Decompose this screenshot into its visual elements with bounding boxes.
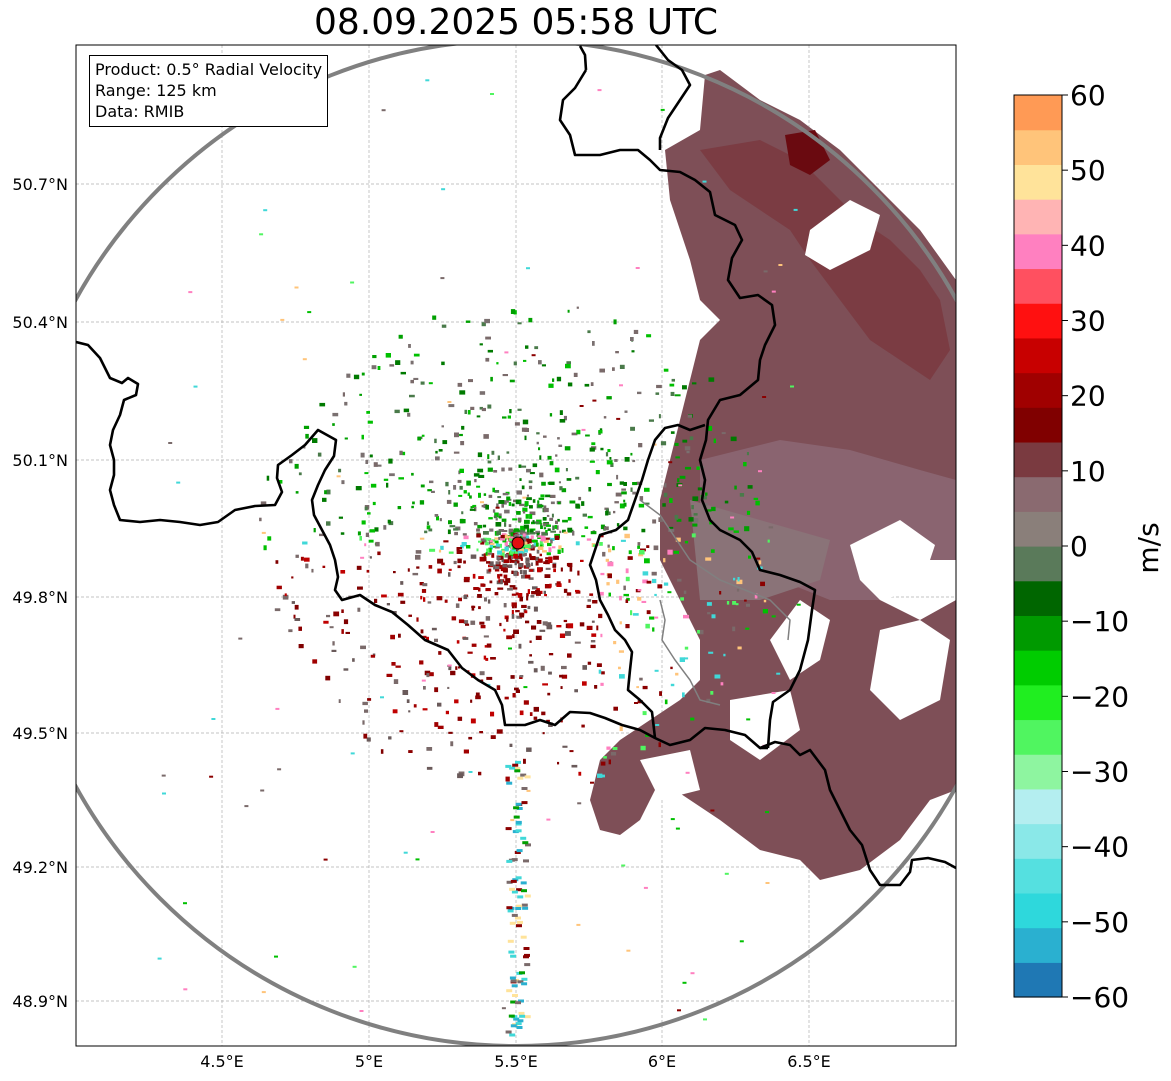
colorbar-segment bbox=[1014, 407, 1062, 442]
lat-tick-label: 49.8°N bbox=[12, 588, 68, 607]
range-line: Range: 125 km bbox=[95, 80, 322, 101]
lat-tick-label: 50.7°N bbox=[12, 175, 68, 194]
radar-site-marker bbox=[512, 537, 524, 549]
colorbar-segment bbox=[1014, 858, 1062, 893]
colorbar-tick-label: 10 bbox=[1070, 455, 1106, 488]
colorbar-tick-label: −60 bbox=[1070, 981, 1129, 1014]
colorbar-tick-label: −20 bbox=[1070, 680, 1129, 713]
colorbar-tick-label: −30 bbox=[1070, 756, 1129, 789]
colorbar-ticks: 60 50 40 30 20 10 0 −10 −20 −30 −40 −50 −60 bbox=[1062, 79, 1129, 1014]
lon-tick-label: 4.5°E bbox=[200, 1052, 244, 1071]
colorbar-segment bbox=[1014, 719, 1062, 754]
colorbar-segment bbox=[1014, 477, 1062, 512]
colorbar-segment bbox=[1014, 615, 1062, 650]
lat-tick-label: 49.2°N bbox=[12, 858, 68, 877]
colorbar-segment bbox=[1014, 546, 1062, 581]
lon-tick-label: 5°E bbox=[355, 1052, 383, 1071]
product-line: Product: 0.5° Radial Velocity bbox=[95, 59, 322, 80]
colorbar-tick-label: 0 bbox=[1070, 530, 1088, 563]
colorbar-tick-label: 50 bbox=[1070, 154, 1106, 187]
colorbar-tick-label: 40 bbox=[1070, 229, 1106, 262]
colorbar-segment bbox=[1014, 130, 1062, 165]
colorbar-segment bbox=[1014, 754, 1062, 789]
colorbar-segment bbox=[1014, 164, 1062, 199]
colorbar-segment bbox=[1014, 789, 1062, 824]
colorbar-segment bbox=[1014, 650, 1062, 685]
data-source-line: Data: RMIB bbox=[95, 101, 322, 122]
lat-tick-label: 49.5°N bbox=[12, 724, 68, 743]
colorbar-tick-label: −50 bbox=[1070, 906, 1129, 939]
colorbar-segment bbox=[1014, 199, 1062, 234]
colorbar-segment bbox=[1014, 928, 1062, 963]
colorbar-segment bbox=[1014, 685, 1062, 720]
lon-tick-label: 6.5°E bbox=[787, 1052, 831, 1071]
colorbar-segment bbox=[1014, 581, 1062, 616]
product-info-box: Product: 0.5° Radial Velocity Range: 125… bbox=[89, 55, 328, 127]
longitude-tick-labels: 4.5°E 5°E 5.5°E 6°E 6.5°E bbox=[200, 1052, 831, 1071]
colorbar-segment bbox=[1014, 442, 1062, 477]
colorbar-tick-label: −10 bbox=[1070, 605, 1129, 638]
colorbar-segment bbox=[1014, 338, 1062, 373]
lon-tick-label: 6°E bbox=[648, 1052, 676, 1071]
latitude-tick-labels: 50.7°N 50.4°N 50.1°N 49.8°N 49.5°N 49.2°… bbox=[12, 175, 68, 1011]
colorbar-segment bbox=[1014, 373, 1062, 408]
colorbar-segment bbox=[1014, 824, 1062, 859]
colorbar-segment bbox=[1014, 511, 1062, 546]
colorbar-tick-label: 30 bbox=[1070, 305, 1106, 338]
colorbar-segment bbox=[1014, 95, 1062, 130]
colorbar-tick-label: −40 bbox=[1070, 831, 1129, 864]
colorbar-unit-label: m/s bbox=[1132, 522, 1165, 573]
colorbar-segment bbox=[1014, 268, 1062, 303]
colorbar-tick-label: 20 bbox=[1070, 380, 1106, 413]
colorbar-tick-label: 60 bbox=[1070, 79, 1106, 112]
colorbar-segments bbox=[1014, 95, 1062, 998]
lat-tick-label: 50.1°N bbox=[12, 451, 68, 470]
lon-tick-label: 5.5°E bbox=[494, 1052, 538, 1071]
lat-tick-label: 50.4°N bbox=[12, 313, 68, 332]
map-title: 08.09.2025 05:58 UTC bbox=[0, 2, 1032, 43]
colorbar-segment bbox=[1014, 962, 1062, 997]
colorbar: 60 50 40 30 20 10 0 −10 −20 −30 −40 −50 −60 m/s bbox=[1014, 79, 1165, 1014]
colorbar-segment bbox=[1014, 303, 1062, 338]
colorbar-segment bbox=[1014, 234, 1062, 269]
lat-tick-label: 48.9°N bbox=[12, 992, 68, 1011]
colorbar-segment bbox=[1014, 893, 1062, 928]
